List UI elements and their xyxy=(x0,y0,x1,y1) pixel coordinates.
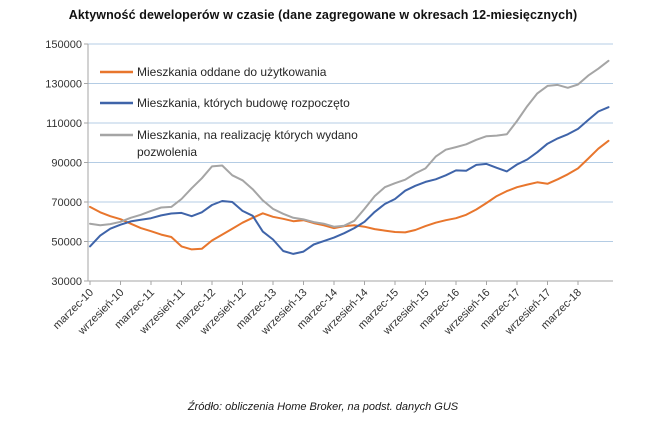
series-line-oddane xyxy=(89,139,610,251)
legend-label-rozpoczete: Mieszkania, których budowę rozpoczęto xyxy=(137,96,350,110)
y-axis-label: 130000 xyxy=(45,79,82,91)
series-line-pozwolenia xyxy=(89,59,610,228)
y-axis-label: 50000 xyxy=(51,237,82,249)
y-axis-label: 150000 xyxy=(45,39,82,51)
legend-label-pozwolenia: pozwolenia xyxy=(137,145,197,159)
legend-label-oddane: Mieszkania oddane do użytkowania xyxy=(137,65,327,79)
chart-title: Aktywność deweloperów w czasie (dane zag… xyxy=(68,8,578,22)
series-line-rozpoczete xyxy=(89,106,610,255)
y-axis-label: 90000 xyxy=(51,158,82,170)
source-note: Źródło: obliczenia Home Broker, na podst… xyxy=(187,401,459,413)
y-axis-label: 30000 xyxy=(51,276,82,288)
y-axis-label: 70000 xyxy=(51,197,82,209)
legend-label-pozwolenia: Mieszkania, na realizację których wydano xyxy=(137,128,358,142)
y-axis-label: 110000 xyxy=(46,118,82,130)
